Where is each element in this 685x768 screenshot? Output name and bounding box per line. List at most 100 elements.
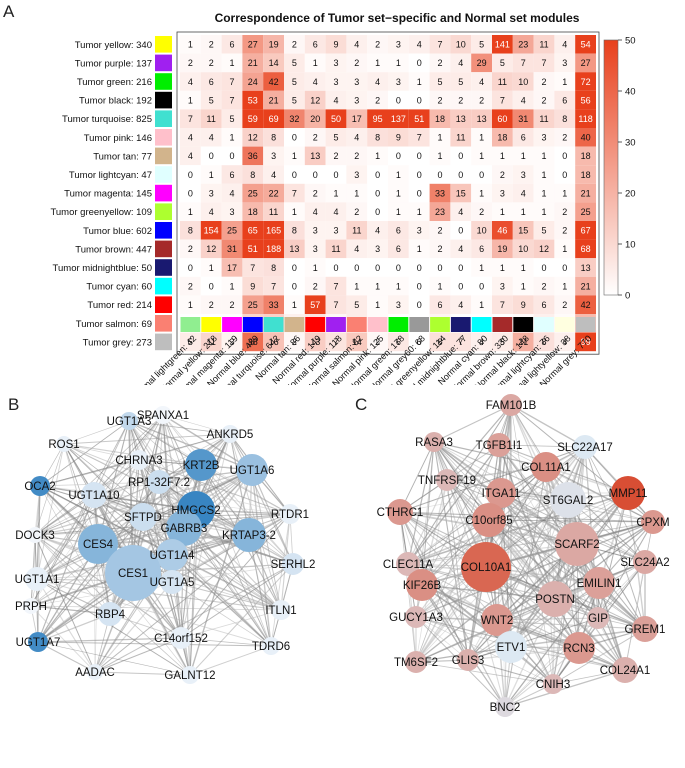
node-label: MMP11 (609, 488, 648, 500)
cell-value: 65 (248, 226, 258, 236)
heatmap-cell (533, 332, 555, 352)
network-edge (63, 433, 231, 445)
network-edge (421, 444, 500, 586)
cell-value: 5 (292, 95, 297, 105)
network-node (23, 598, 39, 614)
cell-value: 0 (458, 170, 463, 180)
legend-tick-label: 50 (625, 36, 636, 47)
heatmap-cell (512, 332, 534, 352)
heatmap-cell (367, 295, 388, 314)
row-color-swatch (155, 203, 172, 220)
cell-value: 2 (562, 133, 567, 143)
cell-value: 7 (229, 95, 234, 105)
node-label: GREM1 (625, 624, 666, 636)
heatmap-cell (367, 109, 388, 128)
chart-title: Correspondence of Tumor set−specific and… (215, 11, 580, 25)
heatmap-cell (325, 146, 347, 166)
cell-value: 4 (313, 77, 318, 87)
cell-value: 2 (313, 281, 318, 291)
cell-value: 1 (396, 281, 401, 291)
cell-value: 3 (500, 281, 505, 291)
heatmap-cell (304, 295, 326, 314)
heatmap-cell (575, 258, 596, 277)
cell-value: 13 (581, 263, 591, 273)
cell-value: 69 (269, 114, 279, 124)
network-edge (93, 414, 164, 496)
row-label: Tumor yellow: 340 (75, 40, 152, 51)
network-edge (36, 563, 294, 580)
cell-value: 21 (581, 281, 591, 291)
network-node (457, 649, 479, 671)
cell-value: 0 (562, 151, 567, 161)
cell-value: 1 (479, 133, 484, 143)
heatmap-cell (408, 128, 430, 147)
heatmap-cell (492, 35, 513, 54)
cell-value: 4 (479, 337, 484, 347)
heatmap-cell (304, 183, 326, 203)
heatmap-cell (325, 239, 347, 259)
row-color-swatch (155, 166, 172, 183)
heatmap-cell (304, 221, 326, 240)
network-node (424, 432, 444, 452)
network-c: FAM101B RASA3 TGFB1I1 SLC22A17 COL11A1 MMP11 T… (377, 394, 670, 717)
cell-value: 56 (581, 95, 591, 105)
cell-value: 4 (521, 188, 526, 198)
heatmap-cell (471, 202, 492, 221)
node-label: RTDR1 (271, 509, 309, 521)
cell-value: 4 (354, 40, 359, 50)
cell-value: 8 (375, 133, 380, 143)
cell-value: 57 (310, 300, 320, 310)
heatmap-cell (367, 221, 388, 240)
row-label: Tumor midnightblue: 50 (53, 263, 152, 274)
heatmap-cell (575, 109, 596, 128)
node-label: UGT1A4 (150, 550, 195, 562)
heatmap-cell (554, 239, 576, 259)
heatmap-cell (200, 109, 222, 128)
cell-value: 6 (396, 244, 401, 254)
cell-value: 3 (229, 207, 234, 217)
cell-value: 2 (375, 40, 380, 50)
cell-value: 1 (396, 188, 401, 198)
heatmap-cell (325, 221, 347, 240)
node-label: CES4 (83, 539, 114, 551)
heatmap-cell (450, 35, 472, 54)
cell-value: 54 (581, 40, 591, 50)
row-color-swatch (155, 54, 172, 72)
column-color-swatch (450, 317, 471, 332)
heatmap-cell (388, 35, 409, 54)
cell-value: 1 (541, 151, 546, 161)
cell-value: 2 (209, 300, 214, 310)
network-edge (415, 661, 554, 685)
network-edge (399, 511, 654, 523)
network-edge (421, 479, 448, 586)
cell-value: 68 (581, 244, 591, 254)
cell-value: 4 (479, 77, 484, 87)
node-label: CTHRC1 (377, 507, 424, 519)
network-edge (36, 578, 111, 615)
node-label: UGT1A7 (16, 637, 61, 649)
cell-value: 15 (518, 226, 528, 236)
heatmap-cell (575, 90, 596, 110)
network-node (481, 604, 513, 636)
network-edge (496, 617, 599, 621)
heatmap-cell (554, 90, 576, 110)
cell-value: 3 (354, 77, 359, 87)
cell-value: 2 (500, 170, 505, 180)
heatmap-cell (575, 128, 596, 147)
cell-value: 6 (541, 300, 546, 310)
node-label: CES1 (118, 568, 148, 580)
cell-value: 0 (458, 226, 463, 236)
heatmap-cell (450, 202, 472, 221)
heatmap-cell (471, 72, 492, 91)
network-edge (251, 469, 272, 647)
heatmap-cell (388, 221, 409, 240)
cell-value: 18 (581, 151, 591, 161)
cell-value: 11 (269, 207, 278, 217)
heatmap-cell (492, 146, 513, 166)
cell-value: 7 (271, 281, 276, 291)
cell-value: 0 (417, 263, 422, 273)
cell-value: 2 (437, 226, 442, 236)
cell-value: 5 (500, 58, 505, 68)
cell-value: 4 (313, 207, 318, 217)
heatmap-cell (450, 109, 472, 128)
